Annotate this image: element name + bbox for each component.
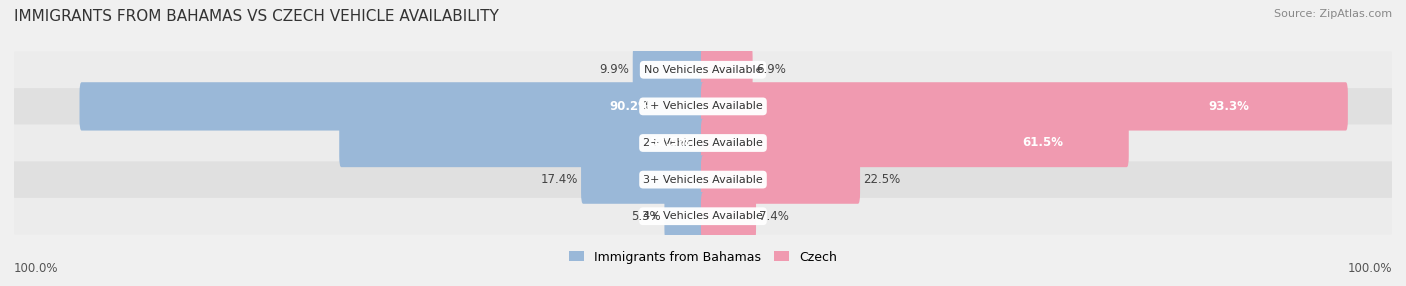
Text: 1+ Vehicles Available: 1+ Vehicles Available xyxy=(643,102,763,111)
FancyBboxPatch shape xyxy=(633,46,704,94)
FancyBboxPatch shape xyxy=(14,161,1392,198)
Text: 93.3%: 93.3% xyxy=(1209,100,1250,113)
Text: 9.9%: 9.9% xyxy=(599,63,630,76)
FancyBboxPatch shape xyxy=(665,192,704,240)
FancyBboxPatch shape xyxy=(14,125,1392,161)
FancyBboxPatch shape xyxy=(702,119,1129,167)
FancyBboxPatch shape xyxy=(14,198,1392,235)
FancyBboxPatch shape xyxy=(339,119,704,167)
FancyBboxPatch shape xyxy=(14,51,1392,88)
Text: 100.0%: 100.0% xyxy=(1347,262,1392,275)
Text: 100.0%: 100.0% xyxy=(14,262,59,275)
Text: Source: ZipAtlas.com: Source: ZipAtlas.com xyxy=(1274,9,1392,19)
Text: 3+ Vehicles Available: 3+ Vehicles Available xyxy=(643,175,763,184)
Text: No Vehicles Available: No Vehicles Available xyxy=(644,65,762,75)
FancyBboxPatch shape xyxy=(14,88,1392,125)
Text: 5.3%: 5.3% xyxy=(631,210,661,223)
Text: 61.5%: 61.5% xyxy=(1022,136,1063,150)
Text: 90.2%: 90.2% xyxy=(610,100,651,113)
Text: 2+ Vehicles Available: 2+ Vehicles Available xyxy=(643,138,763,148)
FancyBboxPatch shape xyxy=(702,192,756,240)
FancyBboxPatch shape xyxy=(702,156,860,204)
Text: 4+ Vehicles Available: 4+ Vehicles Available xyxy=(643,211,763,221)
Text: 22.5%: 22.5% xyxy=(863,173,901,186)
Text: 52.5%: 52.5% xyxy=(648,136,690,150)
Text: 17.4%: 17.4% xyxy=(540,173,578,186)
FancyBboxPatch shape xyxy=(581,156,704,204)
Text: 7.4%: 7.4% xyxy=(759,210,789,223)
Text: 6.9%: 6.9% xyxy=(756,63,786,76)
Legend: Immigrants from Bahamas, Czech: Immigrants from Bahamas, Czech xyxy=(564,246,842,269)
FancyBboxPatch shape xyxy=(80,82,704,130)
FancyBboxPatch shape xyxy=(702,82,1348,130)
Text: IMMIGRANTS FROM BAHAMAS VS CZECH VEHICLE AVAILABILITY: IMMIGRANTS FROM BAHAMAS VS CZECH VEHICLE… xyxy=(14,9,499,23)
FancyBboxPatch shape xyxy=(702,46,752,94)
